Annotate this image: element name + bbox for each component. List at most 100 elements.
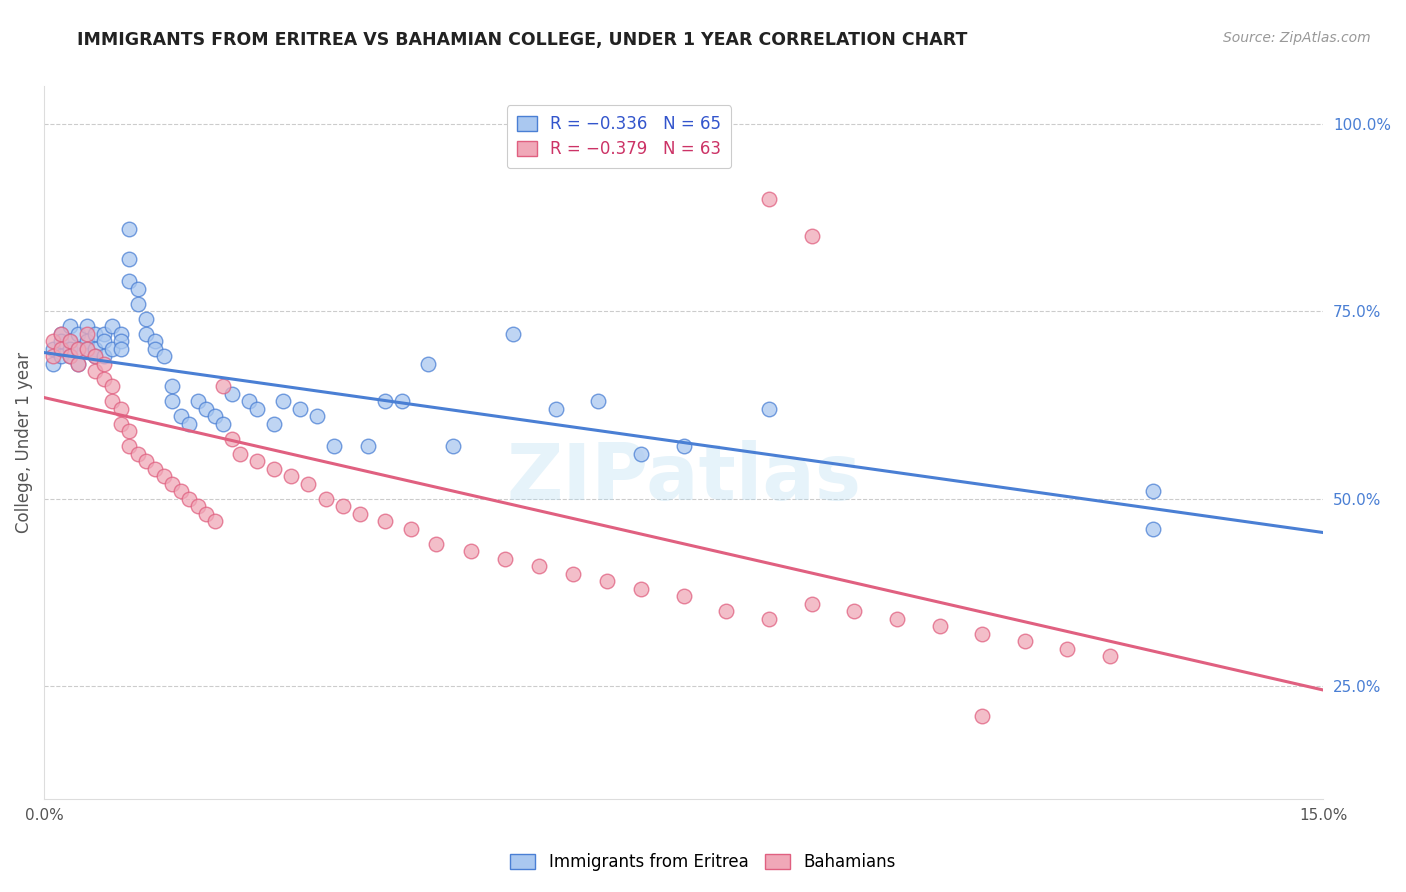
- Point: [323, 439, 346, 453]
- Point: [221, 432, 243, 446]
- Point: [238, 394, 260, 409]
- Point: [187, 394, 209, 409]
- Text: Source: ZipAtlas.com: Source: ZipAtlas.com: [1223, 31, 1371, 45]
- Point: [135, 311, 157, 326]
- Point: [127, 297, 149, 311]
- Point: [544, 401, 567, 416]
- Point: [118, 222, 141, 236]
- Point: [177, 491, 200, 506]
- Point: [297, 476, 319, 491]
- Point: [630, 447, 652, 461]
- Point: [59, 334, 82, 349]
- Point: [118, 252, 141, 266]
- Point: [110, 417, 132, 431]
- Point: [76, 326, 98, 341]
- Point: [263, 417, 285, 431]
- Point: [204, 409, 226, 424]
- Point: [127, 282, 149, 296]
- Point: [288, 401, 311, 416]
- Point: [93, 349, 115, 363]
- Point: [101, 379, 124, 393]
- Point: [51, 326, 73, 341]
- Point: [93, 372, 115, 386]
- Point: [212, 417, 235, 431]
- Point: [51, 326, 73, 341]
- Text: ZIPatlas: ZIPatlas: [506, 440, 862, 516]
- Point: [195, 507, 218, 521]
- Point: [76, 334, 98, 349]
- Point: [152, 349, 174, 363]
- Point: [84, 364, 107, 378]
- Y-axis label: College, Under 1 year: College, Under 1 year: [15, 352, 32, 533]
- Point: [246, 454, 269, 468]
- Point: [152, 469, 174, 483]
- Legend: R = −0.336   N = 65, R = −0.379   N = 63: R = −0.336 N = 65, R = −0.379 N = 63: [506, 105, 731, 168]
- Point: [502, 326, 524, 341]
- Point: [374, 394, 396, 409]
- Point: [221, 386, 243, 401]
- Point: [844, 604, 866, 618]
- Point: [1142, 484, 1164, 499]
- Point: [758, 401, 780, 416]
- Point: [160, 379, 183, 393]
- Point: [399, 522, 422, 536]
- Point: [41, 357, 63, 371]
- Point: [357, 439, 380, 453]
- Point: [67, 342, 90, 356]
- Point: [59, 349, 82, 363]
- Point: [596, 574, 619, 589]
- Point: [374, 514, 396, 528]
- Point: [76, 319, 98, 334]
- Point: [758, 612, 780, 626]
- Point: [135, 454, 157, 468]
- Point: [84, 349, 107, 363]
- Point: [716, 604, 738, 618]
- Point: [169, 484, 191, 499]
- Point: [229, 447, 252, 461]
- Point: [143, 462, 166, 476]
- Point: [67, 357, 90, 371]
- Point: [349, 507, 371, 521]
- Point: [204, 514, 226, 528]
- Point: [93, 334, 115, 349]
- Point: [59, 334, 82, 349]
- Point: [84, 349, 107, 363]
- Point: [460, 544, 482, 558]
- Point: [1014, 634, 1036, 648]
- Point: [110, 342, 132, 356]
- Point: [391, 394, 413, 409]
- Point: [886, 612, 908, 626]
- Point: [110, 401, 132, 416]
- Point: [51, 334, 73, 349]
- Point: [51, 342, 73, 356]
- Point: [800, 597, 823, 611]
- Point: [527, 559, 550, 574]
- Point: [101, 394, 124, 409]
- Point: [51, 349, 73, 363]
- Point: [110, 334, 132, 349]
- Point: [1099, 649, 1122, 664]
- Point: [928, 619, 950, 633]
- Point: [41, 349, 63, 363]
- Point: [59, 319, 82, 334]
- Point: [1142, 522, 1164, 536]
- Point: [443, 439, 465, 453]
- Point: [41, 342, 63, 356]
- Point: [76, 342, 98, 356]
- Point: [195, 401, 218, 416]
- Point: [305, 409, 328, 424]
- Point: [416, 357, 439, 371]
- Point: [127, 447, 149, 461]
- Point: [561, 566, 583, 581]
- Text: IMMIGRANTS FROM ERITREA VS BAHAMIAN COLLEGE, UNDER 1 YEAR CORRELATION CHART: IMMIGRANTS FROM ERITREA VS BAHAMIAN COLL…: [77, 31, 967, 49]
- Point: [972, 709, 994, 723]
- Point: [672, 439, 695, 453]
- Point: [246, 401, 269, 416]
- Point: [169, 409, 191, 424]
- Point: [84, 342, 107, 356]
- Point: [177, 417, 200, 431]
- Point: [41, 334, 63, 349]
- Point: [67, 326, 90, 341]
- Point: [630, 582, 652, 596]
- Point: [93, 326, 115, 341]
